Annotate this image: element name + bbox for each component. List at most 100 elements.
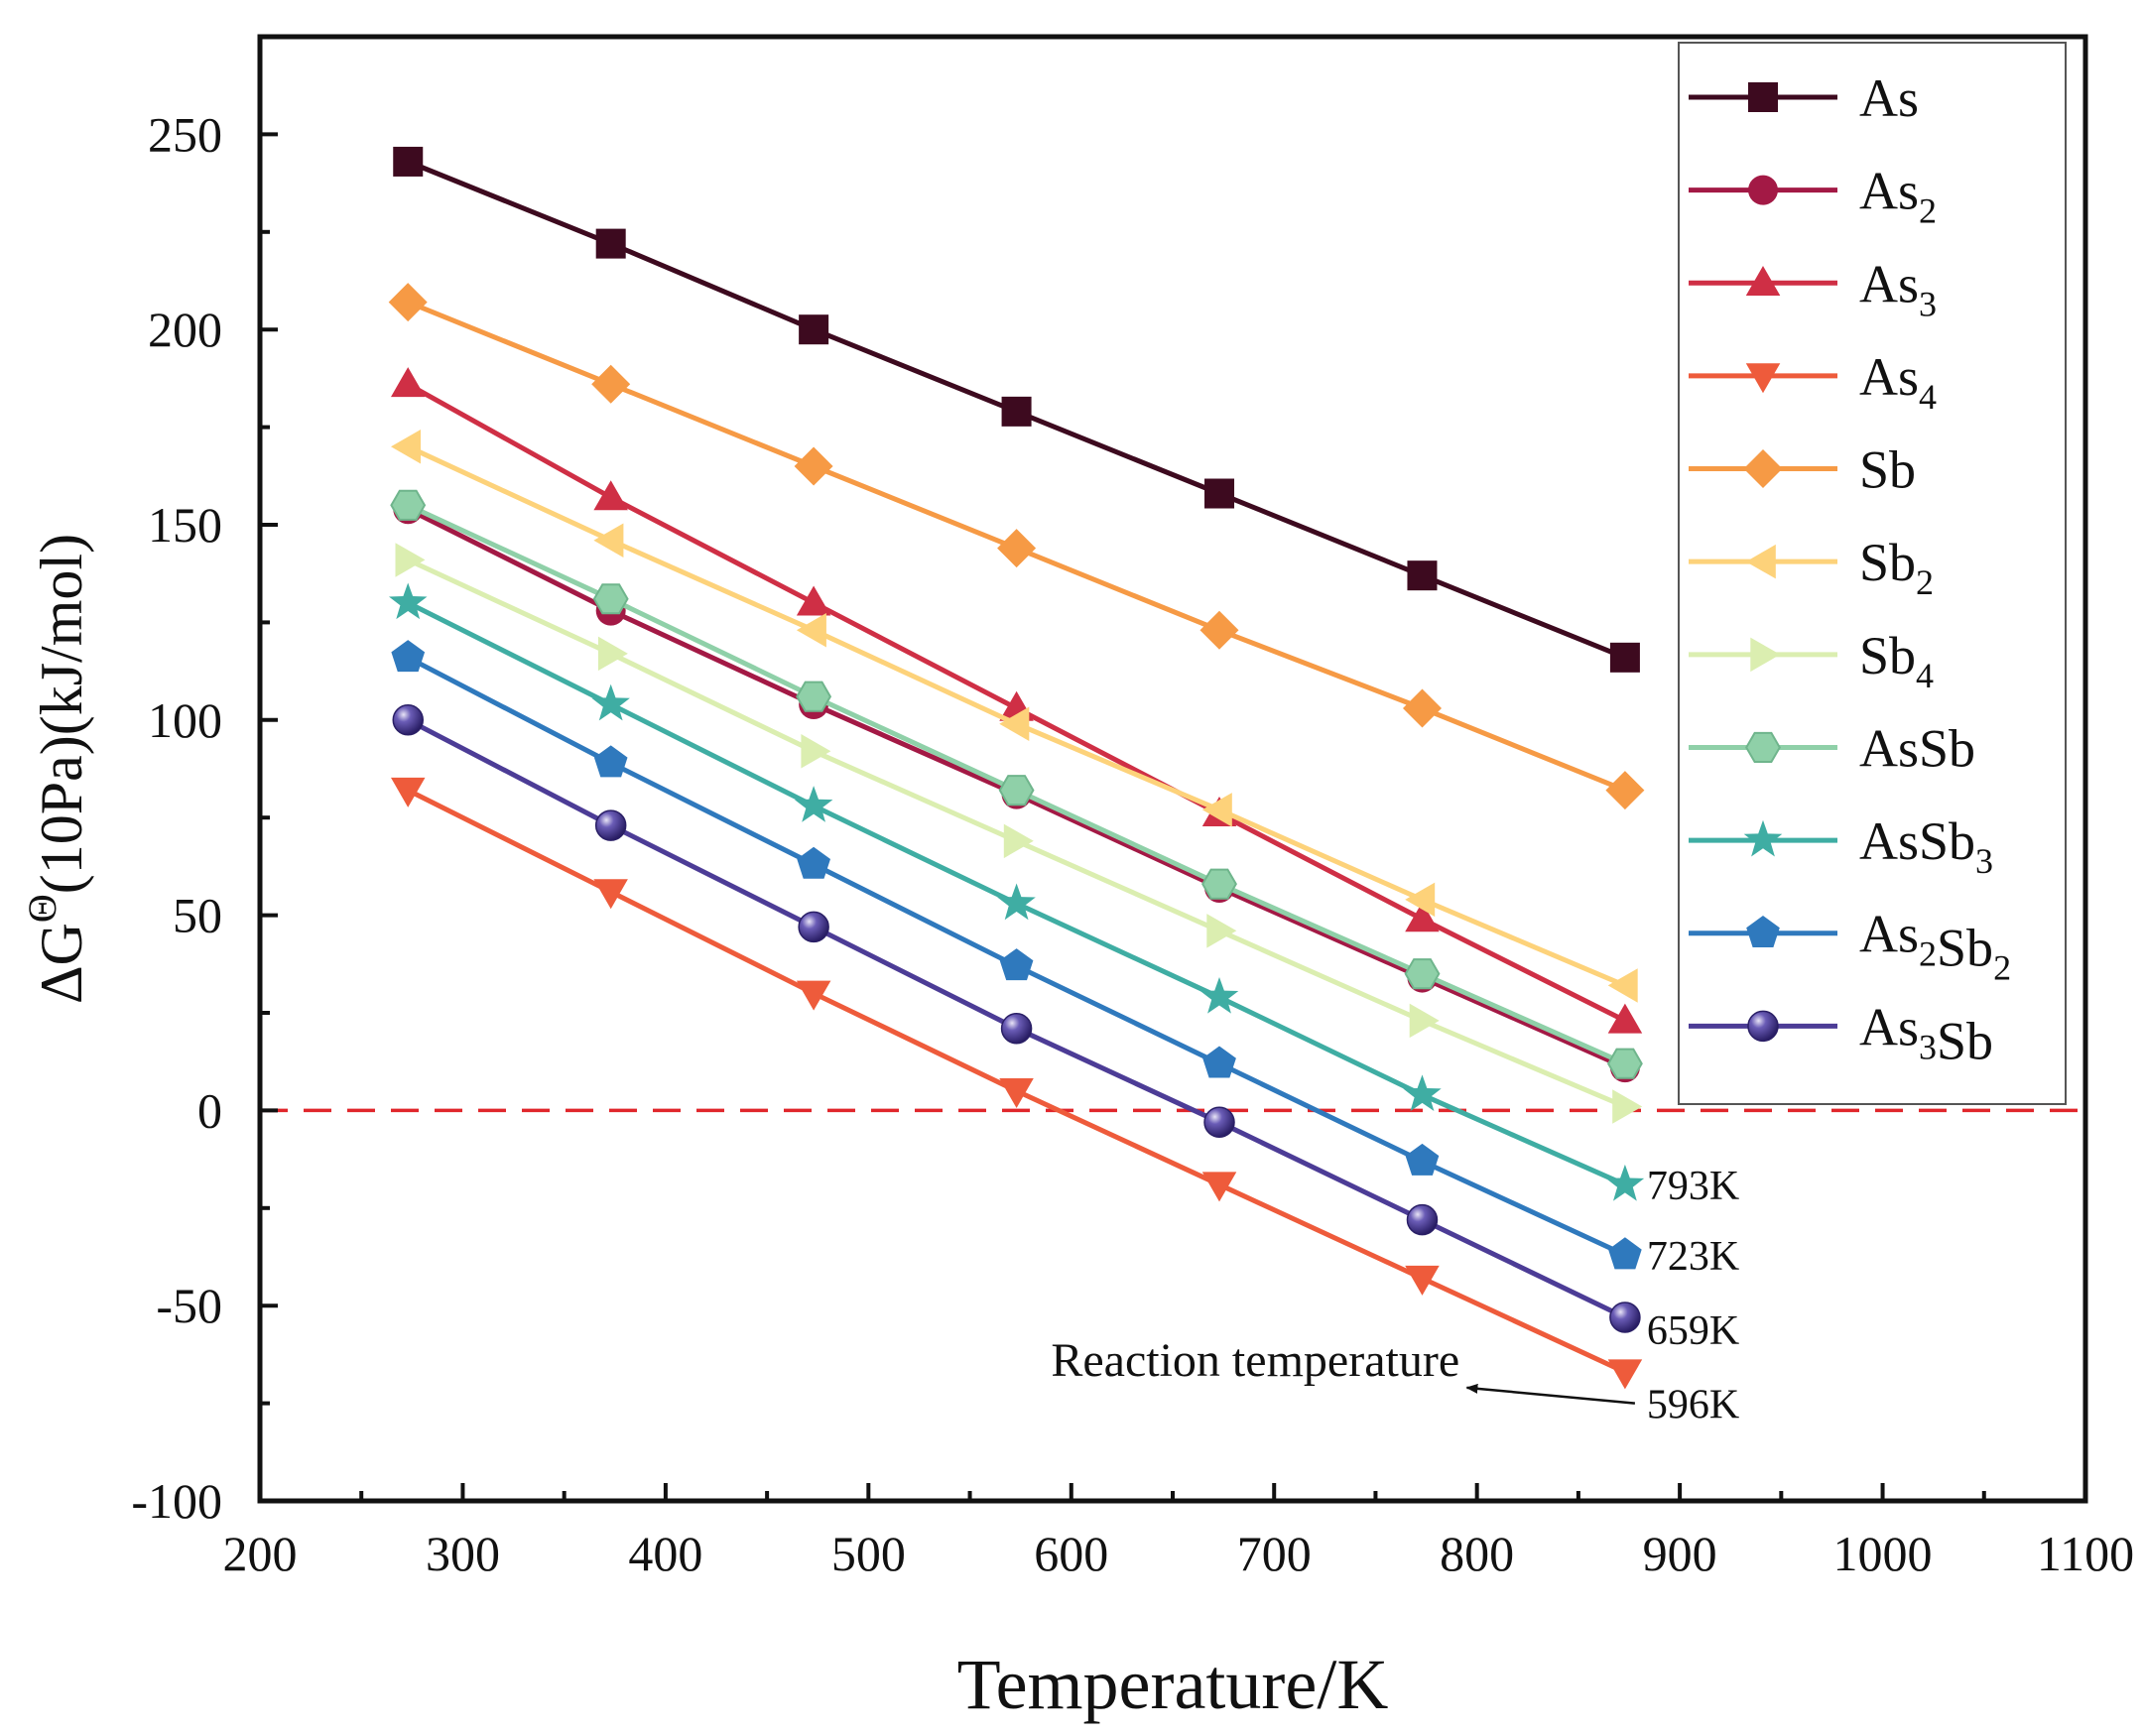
data-point-assb3 [591,683,630,721]
x-axis-title: Temperature/K [957,1645,1389,1724]
data-point-sb4 [597,636,628,672]
legend-label-assb: AsSb [1859,718,1975,778]
x-tick-label: 700 [1237,1526,1312,1581]
data-point-as [1407,560,1438,591]
temperature-label-659k: 659K [1647,1308,1739,1354]
legend-label-as2: As2 [1859,162,1937,231]
data-point-as3 [796,585,831,616]
x-tick-label: 800 [1440,1526,1514,1581]
callout-arrow [1465,1383,1636,1405]
x-tick-label: 1100 [2037,1526,2134,1581]
legend-item-as2: As2 [1689,162,1937,231]
x-tick-label: 200 [223,1526,298,1581]
legend-label-as4: As4 [1859,347,1937,417]
axis-titles: Temperature/K ΔGΘ(10Pa)(kJ/mol) [20,534,1388,1724]
data-point-as4 [1405,1265,1440,1296]
data-point-assb [592,583,629,615]
data-point-sb4 [1003,823,1034,859]
callout-text: Reaction temperature [1051,1334,1459,1387]
legend: As As2 As3 As4 Sb Sb2 Sb4 AsSb AsSb3 As2Sb2 As3Sb [1678,42,2067,1105]
legend-box [1678,42,2067,1105]
x-tick-label: 500 [831,1526,906,1581]
legend-label-as3: As3 [1859,254,1937,323]
y-tick-label: 0 [197,1082,222,1138]
legend-marker-as4 [1745,363,1781,394]
data-point-assb [1404,958,1441,990]
data-point-as3 [391,367,426,398]
y-tick-label: 200 [148,302,222,357]
data-point-as [799,314,829,345]
data-point-as4 [391,777,426,807]
legend-label-as: As [1859,68,1919,128]
legend-item-sb2: Sb2 [1689,533,1934,602]
data-point-sb2 [1607,968,1638,1003]
legend-marker-as2sb2 [1746,916,1780,947]
data-point-assb3 [1403,1074,1442,1111]
data-point-assb3 [997,883,1036,921]
legend-marker-assb [1745,731,1781,763]
legend-label-as2sb2: As2Sb2 [1859,905,2011,988]
data-point-assb3 [389,582,428,620]
data-point-sb4 [801,734,831,769]
data-point-as [1609,642,1640,673]
series-as2sb2 [391,640,1642,1270]
legend-marker-as3sb [1747,1010,1779,1043]
x-tick-label: 400 [628,1526,702,1581]
y-tick-label: -50 [156,1278,222,1333]
data-point-assb [1606,1048,1643,1079]
legend-item-as3: As3 [1689,254,1937,323]
legend-marker-as [1748,82,1778,112]
data-point-as2sb2 [391,640,426,673]
data-point-as2sb2 [1608,1237,1642,1270]
data-point-as2sb2 [1202,1046,1236,1078]
x-tick-label: 900 [1643,1526,1717,1581]
data-point-as3sb [1406,1203,1439,1236]
annotations: 793K 723K 659K 596K Reaction temperature [1051,1164,1739,1427]
legend-item-assb3: AsSb3 [1689,811,1993,881]
series-as3sb [392,704,1641,1333]
data-point-as4 [1607,1359,1643,1390]
data-point-assb3 [794,786,833,822]
x-tick-label: 300 [426,1526,500,1581]
data-point-as2sb2 [1405,1143,1440,1176]
data-point-sb4 [395,543,426,577]
y-tick-label: -100 [131,1473,222,1529]
data-point-sb [388,283,428,322]
x-tick-label: 600 [1034,1526,1108,1581]
series-group [388,146,1645,1390]
legend-marker-sb [1743,449,1783,488]
y-tick-label: 100 [148,692,222,748]
legend-label-sb2: Sb2 [1859,533,1934,602]
series-assb3 [389,582,1645,1201]
data-point-as3sb [392,704,424,736]
legend-label-sb: Sb [1859,440,1916,500]
data-point-sb4 [1612,1089,1643,1124]
data-point-as3sb [1203,1106,1235,1138]
data-point-sb2 [1201,793,1232,827]
y-tick-label: 250 [148,106,222,162]
data-point-assb3 [1605,1164,1645,1201]
y-axis-title: ΔGΘ(10Pa)(kJ/mol) [20,534,94,1004]
data-point-sb2 [999,706,1030,741]
legend-marker-sb2 [1745,544,1776,579]
data-point-as3 [1405,902,1440,932]
data-point-sb [1199,610,1239,650]
data-point-assb3 [1199,977,1239,1014]
temperature-label-596k: 596K [1647,1383,1739,1428]
legend-item-sb4: Sb4 [1689,626,1934,695]
legend-item-assb: AsSb [1689,718,1975,778]
data-point-sb2 [796,613,826,648]
data-point-sb [997,529,1037,568]
temperature-label-793k: 793K [1647,1164,1739,1209]
data-point-as [1001,396,1032,427]
legend-label-sb4: Sb4 [1859,626,1934,695]
data-point-sb4 [1409,1003,1440,1039]
data-point-as4 [1201,1172,1237,1202]
data-point-sb4 [1206,914,1237,948]
series-sb2 [391,430,1638,1003]
data-point-sb2 [593,523,624,558]
legend-item-as: As [1689,68,1919,128]
legend-label-assb3: AsSb3 [1859,811,1993,881]
data-point-as3sb [594,809,627,841]
